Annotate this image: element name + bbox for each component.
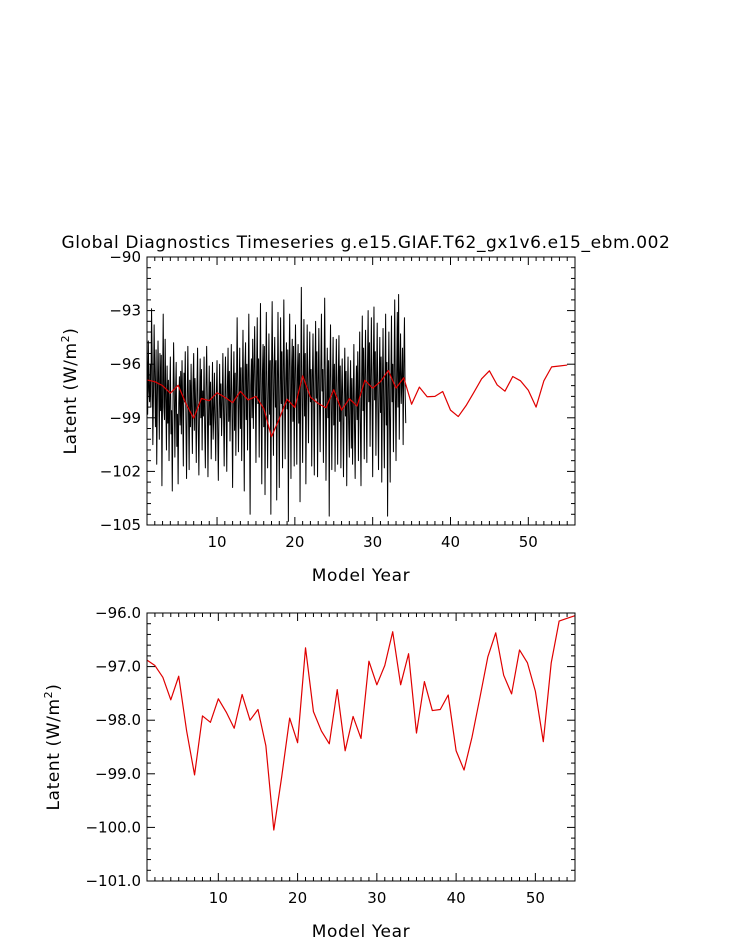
series-line-monthly <box>146 286 407 522</box>
x-tick-label: 40 <box>447 889 466 907</box>
x-tick-label: 50 <box>519 533 538 551</box>
y-tick-label: −100.0 <box>85 818 141 836</box>
x-tick-label: 20 <box>285 533 304 551</box>
y-tick-label: −93 <box>109 302 141 320</box>
y-tick-label: −98.0 <box>95 711 141 729</box>
x-axis-label: Model Year <box>312 566 410 586</box>
y-axis-label-superscript: 2 <box>42 691 55 699</box>
bottom-chart: 10 20 30 40 50 −96.0 −97.0 −98.0 −99.0 −100.0 −101… <box>42 604 576 942</box>
y-tick-label: −102 <box>100 462 141 480</box>
x-tick-label: 30 <box>363 533 382 551</box>
series-line-annual-mean <box>146 364 568 438</box>
x-axis-label: Model Year <box>312 922 410 942</box>
y-axis-label-text: Latent (W/m <box>61 342 81 454</box>
y-tick-label: −99.0 <box>95 765 141 783</box>
top-chart: Global Diagnostics Timeseries g.e15.GIAF… <box>59 233 670 586</box>
y-axis-label-superscript: 2 <box>59 335 72 343</box>
chart-title: Global Diagnostics Timeseries g.e15.GIAF… <box>62 233 671 253</box>
y-tick-label: −101.0 <box>85 872 141 890</box>
y-axis-label-text: Latent (W/m <box>44 698 64 810</box>
y-axis-label: Latent (W/m2) <box>42 683 64 810</box>
y-axis-label-suffix: ) <box>44 683 64 690</box>
y-tick-label: −96.0 <box>95 604 141 622</box>
x-tick-label: 20 <box>288 889 307 907</box>
y-tick-label: −90 <box>109 248 141 266</box>
plot-frame <box>146 612 576 882</box>
y-tick-label: −105 <box>100 516 141 534</box>
x-tick-label: 10 <box>209 889 228 907</box>
y-tick-label: −99 <box>109 409 141 427</box>
x-tick-label: 30 <box>367 889 386 907</box>
x-tick-label: 40 <box>441 533 460 551</box>
x-tick-label: 10 <box>207 533 226 551</box>
y-axis-label: Latent (W/m2) <box>59 327 81 454</box>
x-tick-label: 50 <box>526 889 545 907</box>
y-tick-label: −97.0 <box>95 658 141 676</box>
y-tick-label: −96 <box>109 355 141 373</box>
y-axis-label-suffix: ) <box>61 327 81 334</box>
plot-frame <box>146 256 576 526</box>
series-line-annual-mean <box>146 615 576 831</box>
